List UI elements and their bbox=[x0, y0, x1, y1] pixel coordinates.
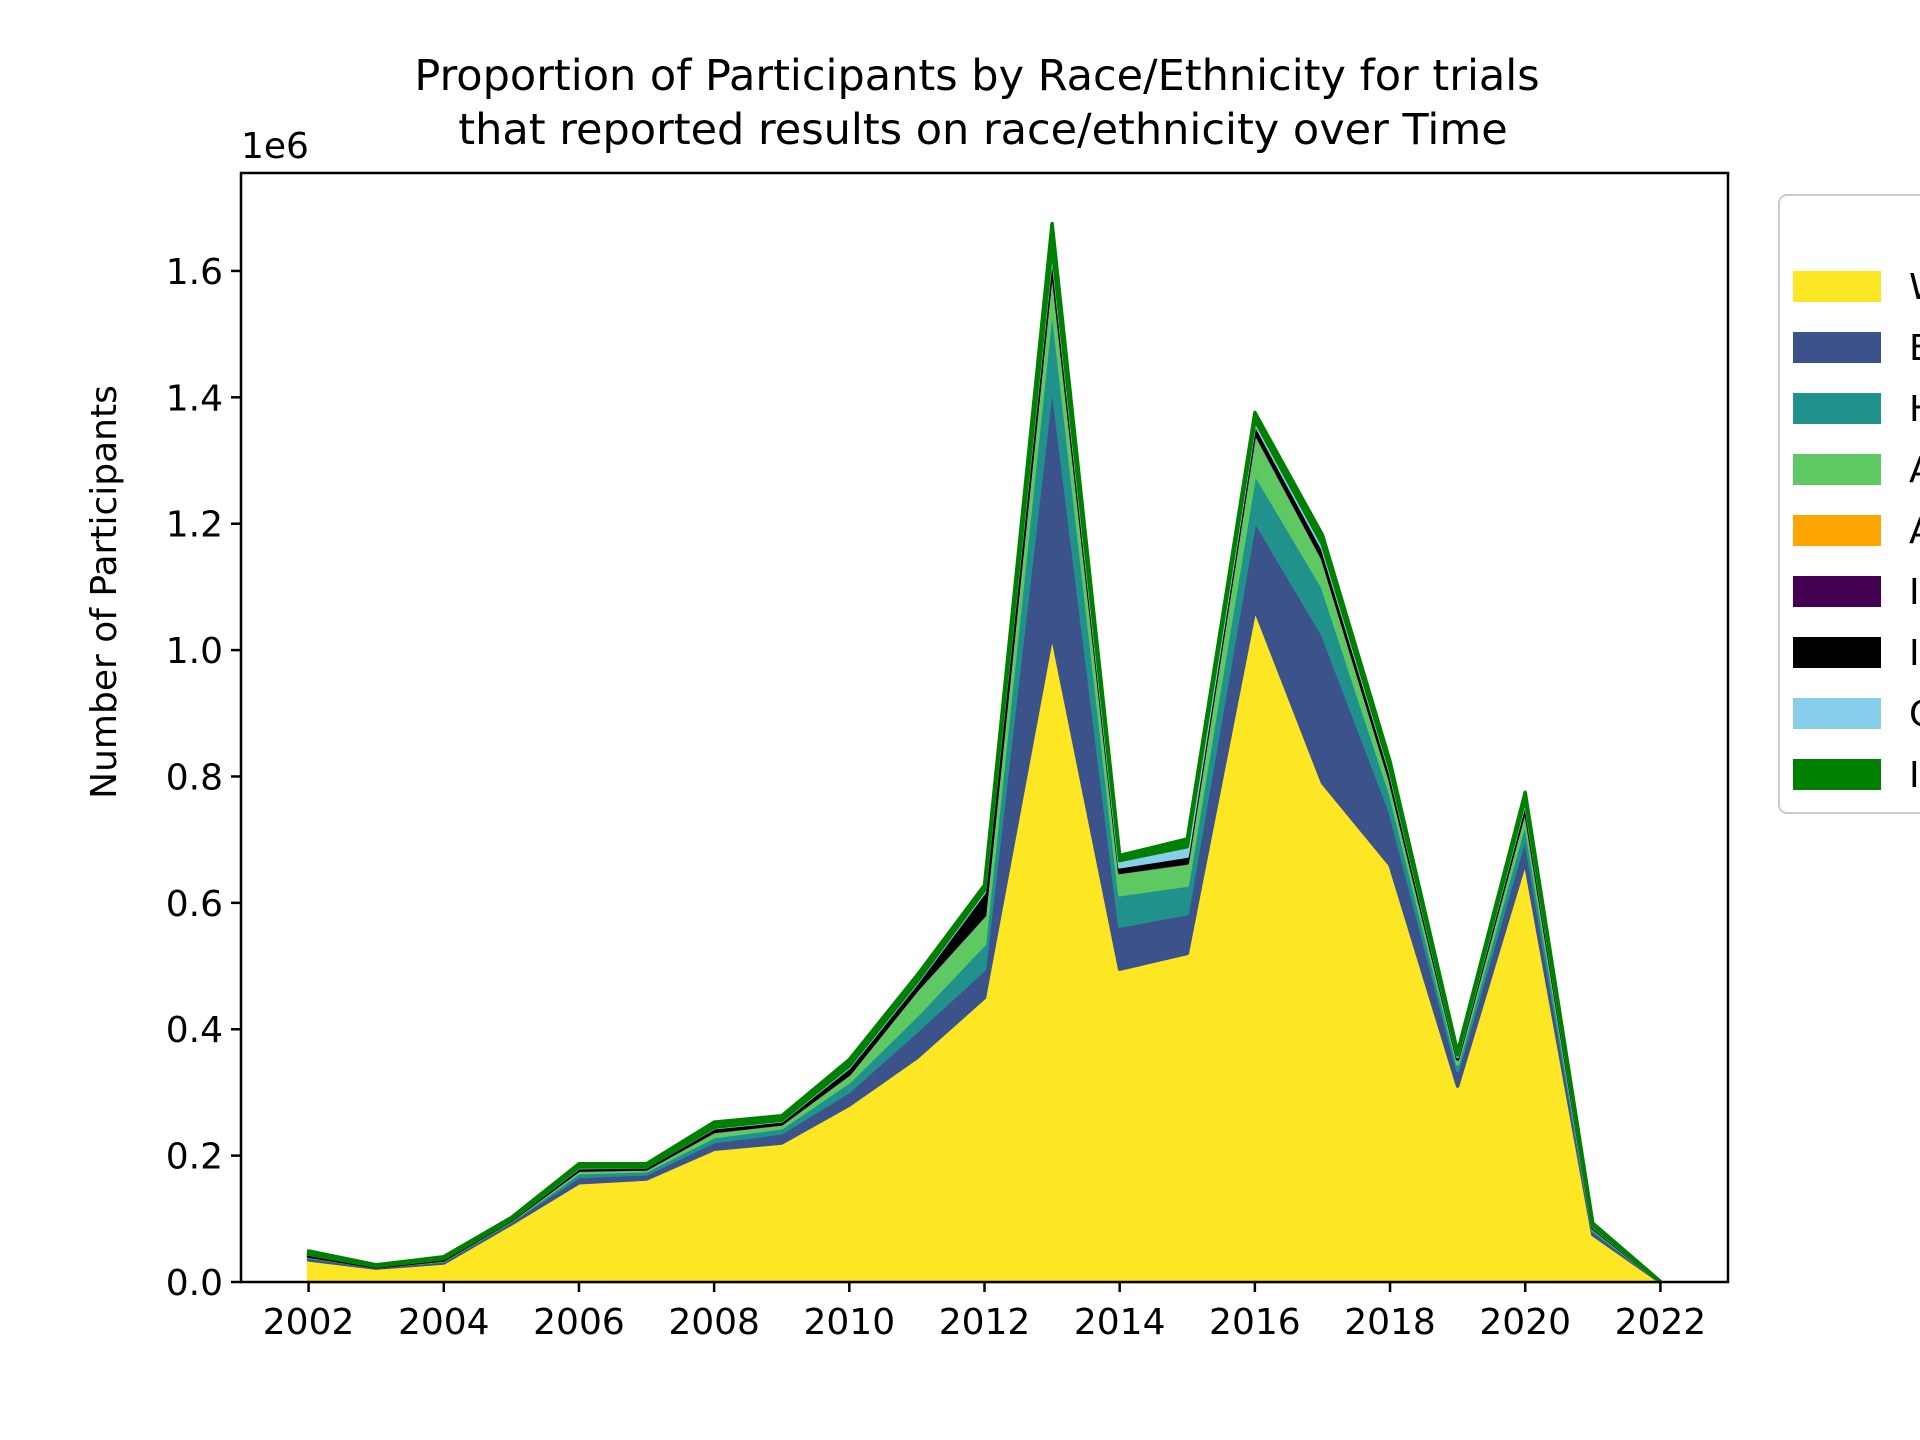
legend-label: I bbox=[1909, 633, 1920, 674]
legend-swatch bbox=[1793, 698, 1881, 729]
y-axis-label: Number of Participants bbox=[84, 385, 125, 799]
stacked-areas bbox=[306, 221, 1663, 1284]
y-tick-label: 0.6 bbox=[166, 884, 223, 925]
legend-label: H bbox=[1909, 389, 1920, 430]
x-tick-label: 2020 bbox=[1479, 1302, 1571, 1343]
y-tick-label: 1.4 bbox=[166, 378, 223, 419]
y-scale-label: 1e6 bbox=[241, 126, 309, 167]
x-tick-label: 2004 bbox=[398, 1302, 490, 1343]
y-axis-ticks: 0.0 0.2 0.4 0.6 0.8 1.0 1.2 1.4 1.6 bbox=[166, 252, 241, 1304]
legend-label: B bbox=[1909, 328, 1920, 369]
x-tick-label: 2002 bbox=[263, 1302, 355, 1343]
legend-swatch bbox=[1793, 637, 1881, 668]
legend-swatch bbox=[1793, 576, 1881, 607]
legend-swatch bbox=[1793, 759, 1881, 790]
legend: WBHAAIICI bbox=[1778, 194, 1920, 814]
legend-swatch bbox=[1793, 332, 1881, 363]
legend-swatch bbox=[1793, 271, 1881, 302]
y-tick-label: 0.4 bbox=[166, 1010, 223, 1051]
y-tick-label: 1.2 bbox=[166, 505, 223, 546]
plot-frame bbox=[239, 171, 1730, 1284]
legend-label: A bbox=[1909, 511, 1920, 552]
legend-label: C bbox=[1909, 694, 1920, 735]
y-tick-label: 0.0 bbox=[166, 1263, 223, 1304]
legend-label: I bbox=[1909, 755, 1920, 796]
x-tick-label: 2006 bbox=[533, 1302, 625, 1343]
x-tick-label: 2018 bbox=[1344, 1302, 1436, 1343]
legend-label: W bbox=[1909, 267, 1920, 308]
x-tick-label: 2010 bbox=[804, 1302, 896, 1343]
x-tick-label: 2022 bbox=[1615, 1302, 1707, 1343]
legend-swatch bbox=[1793, 454, 1881, 485]
legend-swatch bbox=[1793, 515, 1881, 546]
x-tick-label: 2014 bbox=[1074, 1302, 1166, 1343]
y-tick-label: 1.0 bbox=[166, 631, 223, 672]
legend-label: A bbox=[1909, 450, 1920, 491]
y-tick-label: 0.8 bbox=[166, 757, 223, 798]
legend-swatch bbox=[1793, 393, 1881, 424]
chart-title-line-2: that reported results on race/ethnicity … bbox=[458, 105, 1507, 155]
x-tick-label: 2016 bbox=[1209, 1302, 1301, 1343]
y-tick-label: 1.6 bbox=[166, 252, 223, 293]
y-tick-label: 0.2 bbox=[166, 1137, 223, 1178]
legend-label: I bbox=[1909, 572, 1920, 613]
chart-title-line-1: Proportion of Participants by Race/Ethni… bbox=[414, 51, 1539, 101]
x-tick-label: 2008 bbox=[668, 1302, 760, 1343]
x-axis-ticks: 2002 2004 2006 2008 2010 2012 2014 2016 2018 2020… bbox=[263, 1282, 1706, 1343]
x-tick-label: 2012 bbox=[939, 1302, 1031, 1343]
